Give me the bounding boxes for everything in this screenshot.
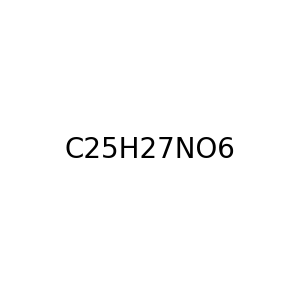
Text: C25H27NO6: C25H27NO6 [64,136,236,164]
